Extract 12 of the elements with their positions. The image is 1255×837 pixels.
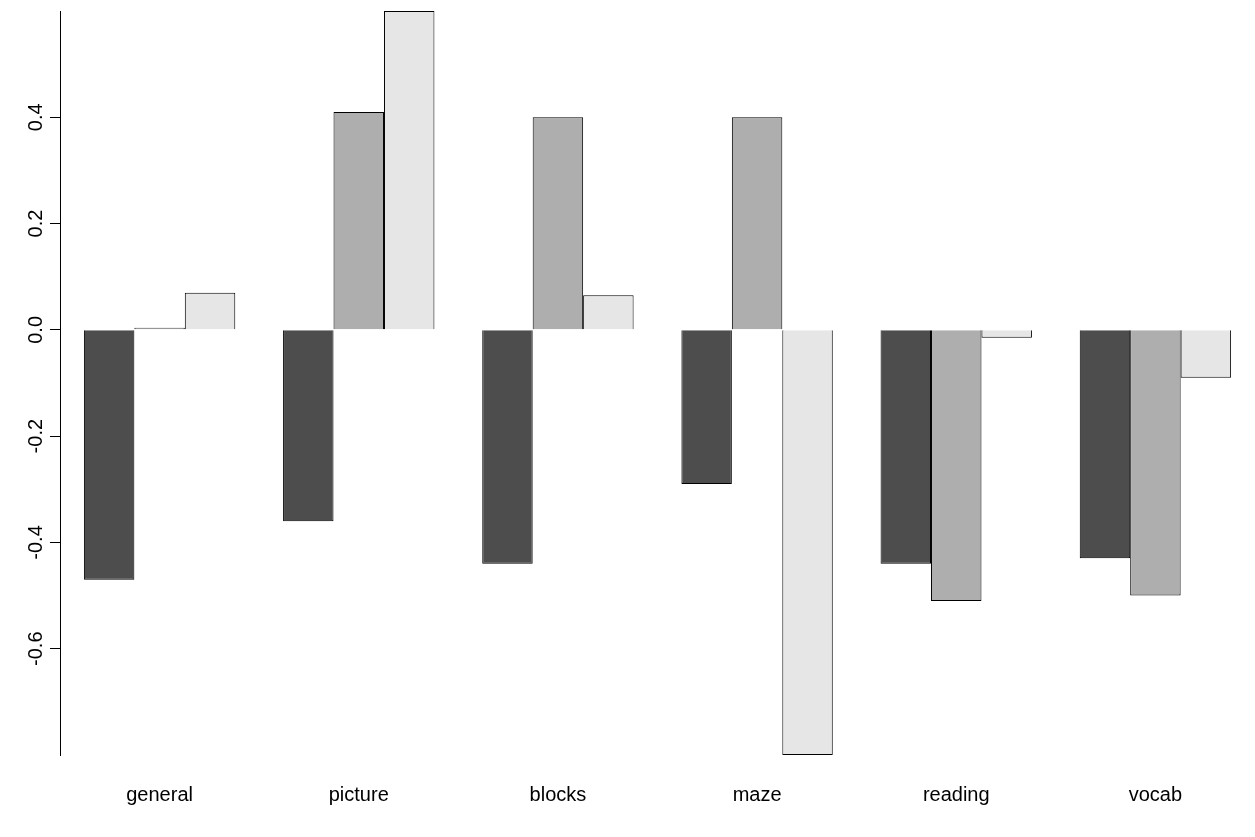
x-tick-label: picture xyxy=(328,782,389,805)
y-tick-label: -0.2 xyxy=(23,418,46,454)
x-tick-label: maze xyxy=(732,782,782,805)
y-tick-label: 0.4 xyxy=(23,103,46,132)
x-tick-label: general xyxy=(126,782,193,805)
x-tick-label: vocab xyxy=(1128,782,1183,805)
y-tick-label: 0.0 xyxy=(23,315,46,344)
x-tick-label: reading xyxy=(922,782,990,805)
y-tick-label: 0.2 xyxy=(23,209,46,238)
y-tick-label: -0.6 xyxy=(23,631,46,666)
x-tick-label: blocks xyxy=(529,782,587,805)
y-tick-label: -0.4 xyxy=(23,525,46,560)
